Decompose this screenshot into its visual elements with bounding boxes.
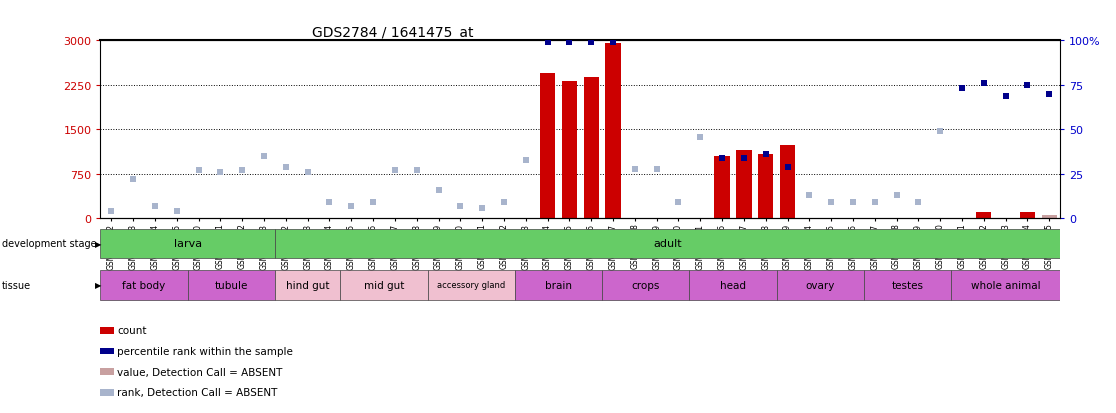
Bar bbox=[427, 271, 514, 300]
Bar bbox=[365, 218, 381, 219]
Bar bbox=[387, 218, 403, 219]
Text: accessory gland: accessory gland bbox=[437, 280, 506, 290]
Text: whole animal: whole animal bbox=[971, 280, 1040, 290]
Bar bbox=[278, 218, 294, 219]
Text: ▶: ▶ bbox=[95, 239, 102, 248]
Text: fat body: fat body bbox=[123, 280, 165, 290]
Bar bbox=[497, 218, 511, 219]
Bar bbox=[540, 74, 556, 219]
Bar bbox=[518, 218, 533, 219]
Bar bbox=[933, 218, 947, 219]
Text: hind gut: hind gut bbox=[286, 280, 329, 290]
Bar bbox=[998, 218, 1013, 219]
Bar bbox=[976, 213, 991, 219]
Bar bbox=[147, 218, 163, 219]
Bar bbox=[780, 146, 796, 219]
Text: development stage: development stage bbox=[2, 239, 97, 249]
Bar bbox=[170, 218, 184, 219]
Bar bbox=[584, 78, 599, 219]
Bar bbox=[100, 230, 275, 259]
Text: ▶: ▶ bbox=[95, 280, 102, 290]
Bar bbox=[605, 44, 620, 219]
Bar bbox=[1020, 212, 1036, 219]
Bar bbox=[954, 218, 970, 219]
Text: adult: adult bbox=[653, 239, 682, 249]
Bar bbox=[191, 218, 206, 219]
Text: testes: testes bbox=[892, 280, 924, 290]
Bar bbox=[344, 218, 359, 219]
Bar bbox=[911, 218, 926, 219]
Bar bbox=[213, 218, 228, 219]
Bar bbox=[340, 271, 427, 300]
Bar bbox=[690, 271, 777, 300]
Text: crops: crops bbox=[632, 280, 660, 290]
Text: rank, Detection Call = ABSENT: rank, Detection Call = ABSENT bbox=[117, 387, 278, 397]
Bar bbox=[275, 230, 1060, 259]
Bar bbox=[693, 218, 708, 219]
Text: GDS2784 / 1641475_at: GDS2784 / 1641475_at bbox=[311, 26, 473, 40]
Bar bbox=[321, 218, 337, 219]
Bar bbox=[758, 155, 773, 219]
Bar bbox=[514, 271, 603, 300]
Bar bbox=[714, 157, 730, 219]
Bar bbox=[671, 218, 686, 219]
Bar bbox=[603, 271, 690, 300]
Bar bbox=[125, 218, 141, 219]
Bar bbox=[561, 81, 577, 219]
Bar bbox=[889, 218, 904, 219]
Bar bbox=[300, 218, 316, 219]
Bar bbox=[1041, 215, 1057, 219]
Text: larva: larva bbox=[174, 239, 202, 249]
Bar bbox=[801, 218, 817, 219]
Bar bbox=[234, 218, 250, 219]
Bar bbox=[257, 218, 271, 219]
Text: tubule: tubule bbox=[214, 280, 248, 290]
Bar bbox=[951, 271, 1060, 300]
Bar bbox=[275, 271, 340, 300]
Bar bbox=[104, 218, 119, 219]
Bar bbox=[453, 218, 468, 219]
Bar bbox=[100, 271, 187, 300]
Text: count: count bbox=[117, 325, 146, 335]
Text: mid gut: mid gut bbox=[364, 280, 404, 290]
Bar bbox=[627, 218, 643, 219]
Bar bbox=[187, 271, 275, 300]
Bar bbox=[777, 271, 864, 300]
Text: ovary: ovary bbox=[806, 280, 835, 290]
Text: percentile rank within the sample: percentile rank within the sample bbox=[117, 346, 294, 356]
Text: brain: brain bbox=[545, 280, 573, 290]
Bar bbox=[737, 151, 751, 219]
Bar bbox=[845, 218, 860, 219]
Bar bbox=[650, 218, 664, 219]
Bar bbox=[864, 271, 951, 300]
Bar bbox=[431, 218, 446, 219]
Bar bbox=[474, 218, 490, 219]
Text: tissue: tissue bbox=[2, 280, 31, 290]
Text: value, Detection Call = ABSENT: value, Detection Call = ABSENT bbox=[117, 367, 282, 377]
Text: head: head bbox=[720, 280, 745, 290]
Bar bbox=[824, 218, 839, 219]
Bar bbox=[867, 218, 883, 219]
Bar bbox=[410, 218, 424, 219]
